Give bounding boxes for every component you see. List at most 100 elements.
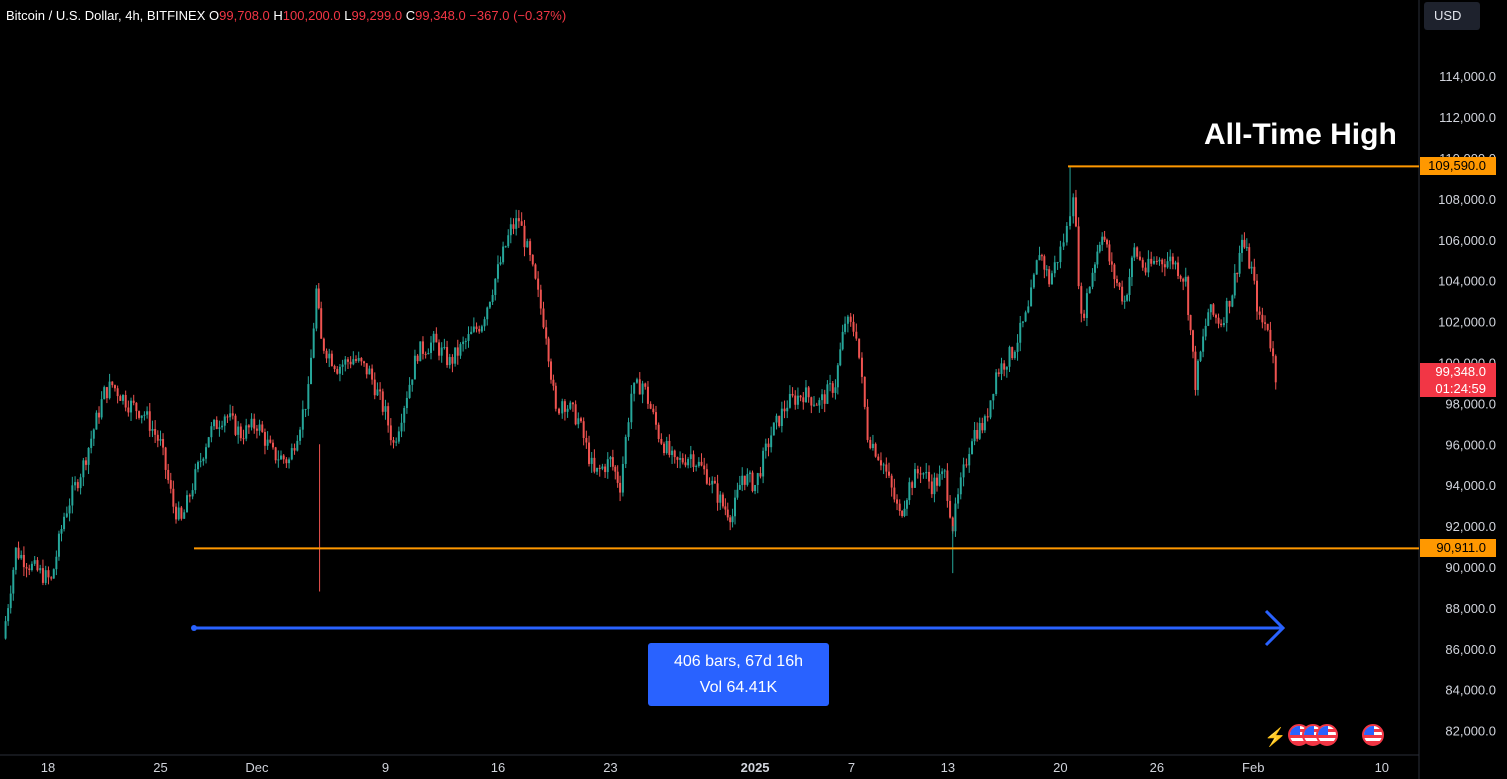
candle-body (1027, 306, 1030, 313)
candle-body (834, 387, 837, 393)
candle-body (261, 424, 264, 433)
high-label: H (273, 8, 283, 23)
candle-body (1074, 197, 1077, 227)
currency-button[interactable]: USD (1424, 2, 1480, 30)
candle-body (721, 494, 724, 507)
candle-body (729, 517, 732, 523)
candle-body (113, 385, 116, 389)
candle-body (558, 408, 561, 414)
candle-body (869, 439, 872, 449)
candle-body (794, 395, 797, 405)
x-tick-label: 2025 (741, 760, 770, 775)
candle-body (499, 262, 502, 265)
y-tick-label: 94,000.0 (1445, 478, 1496, 493)
candle-body (22, 554, 25, 568)
candle-body (1269, 329, 1272, 349)
candle-body (1106, 239, 1109, 245)
candle-body (71, 485, 74, 506)
candle-body (863, 376, 866, 407)
candle-body (621, 463, 624, 493)
candle-body (448, 357, 451, 366)
candle-body (1016, 342, 1019, 352)
us-flag-icon[interactable] (1316, 724, 1338, 746)
candle-body (778, 415, 781, 427)
candle-body (400, 422, 403, 432)
candle-body (263, 432, 266, 446)
spark-bolt-icon[interactable]: ⚡ (1264, 727, 1287, 747)
candle-body (7, 608, 10, 622)
high-level-tag: 109,590.0 (1420, 157, 1496, 176)
candle-body (271, 442, 274, 448)
candle-body (365, 363, 368, 375)
candle-body (1228, 300, 1231, 307)
candle-body (741, 475, 744, 486)
candle-body (807, 387, 810, 398)
all-time-high-annotation[interactable]: All-Time High (1204, 118, 1397, 151)
candle-body (539, 289, 542, 309)
candle-body (63, 516, 66, 530)
candle-body (30, 563, 33, 570)
candle-body (922, 473, 925, 475)
x-tick-label: 9 (382, 760, 389, 775)
candle-body (25, 567, 28, 569)
us-flag-icon[interactable] (1362, 724, 1384, 746)
candle-body (896, 499, 899, 504)
candle-body (754, 485, 757, 492)
candle-body (671, 450, 674, 455)
candle-body (127, 407, 130, 413)
candle-body (282, 455, 285, 460)
candle-body (569, 402, 572, 409)
candle-body (654, 412, 657, 425)
candle-body (258, 424, 261, 431)
candle-body (804, 387, 807, 403)
candle-body (221, 425, 224, 428)
candle-body (928, 471, 931, 482)
candle-body (151, 428, 154, 431)
candle-body (601, 466, 604, 469)
candle-body (756, 473, 759, 486)
last-price-value: 99,348.0 (1435, 364, 1486, 379)
candle-body (1032, 274, 1035, 288)
candle-body (563, 401, 566, 412)
candle-body (815, 404, 818, 406)
candle-body (328, 353, 331, 359)
candle-body (266, 439, 269, 446)
candle-body (1065, 225, 1068, 243)
candle-body (1019, 322, 1022, 343)
candle-body (167, 469, 170, 481)
candle-body (304, 408, 307, 410)
candle-body (315, 288, 318, 329)
candle-body (989, 400, 992, 418)
candle-body (821, 394, 824, 401)
candle-body (507, 235, 510, 247)
symbol-title[interactable]: Bitcoin / U.S. Dollar, 4h, BITFINEX (6, 8, 206, 23)
candle-body (523, 225, 526, 248)
candle-body (954, 503, 957, 532)
candle-body (746, 474, 749, 485)
candle-body (1088, 286, 1091, 294)
candle-body (1045, 269, 1048, 271)
candle-body (983, 416, 986, 431)
y-tick-label: 102,000.0 (1438, 315, 1496, 330)
candle-body (239, 426, 242, 439)
candle-body (1005, 366, 1008, 370)
candle-body (938, 473, 941, 486)
candle-body (596, 467, 599, 472)
candle-body (992, 394, 995, 401)
candle-body (55, 556, 58, 570)
candle-body (1077, 226, 1080, 287)
candle-body (877, 456, 880, 461)
candle-body (1030, 287, 1033, 307)
candle-body (352, 359, 355, 365)
candle-body (973, 430, 976, 442)
candle-body (1204, 325, 1207, 337)
candle-body (381, 391, 384, 412)
candle-body (852, 321, 855, 332)
y-tick-label: 106,000.0 (1438, 233, 1496, 248)
candle-body (12, 569, 15, 594)
candle-body (504, 246, 507, 248)
candle-body (154, 428, 157, 435)
candle-body (245, 425, 248, 439)
